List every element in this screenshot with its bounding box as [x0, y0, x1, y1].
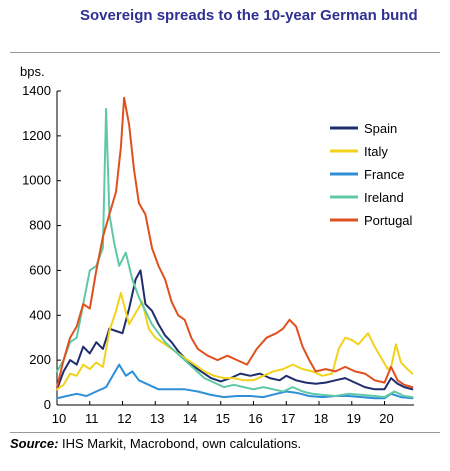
title-divider: [10, 52, 440, 53]
legend-label-france: France: [364, 167, 404, 182]
y-tick-label: 400: [29, 307, 51, 322]
x-tick-label: 16: [248, 411, 262, 426]
y-tick-label: 600: [29, 262, 51, 277]
y-tick-label: 200: [29, 352, 51, 367]
x-tick-label: 18: [314, 411, 328, 426]
source-note: Source: IHS Markit, Macrobond, own calcu…: [10, 436, 301, 451]
legend-label-spain: Spain: [364, 121, 397, 136]
y-tick-label: 1200: [22, 128, 51, 143]
source-divider: [10, 432, 440, 433]
y-axis-unit-label: bps.: [20, 64, 45, 79]
series-line-portugal: [56, 96, 414, 389]
x-tick-label: 15: [216, 411, 230, 426]
series-line-ireland: [56, 107, 414, 399]
legend-label-ireland: Ireland: [364, 190, 404, 205]
x-tick-label: 12: [117, 411, 131, 426]
source-label: Source:: [10, 436, 59, 451]
source-text: IHS Markit, Macrobond, own calculations.: [58, 436, 302, 451]
legend: Spain Italy France Ireland Portugal: [330, 121, 413, 228]
series-line-spain: [56, 269, 414, 391]
series-layer: [56, 96, 414, 400]
y-tick-label: 1400: [22, 83, 51, 98]
series-line-italy: [56, 291, 414, 391]
x-tick-label: 14: [183, 411, 197, 426]
y-tick-label: 1000: [22, 173, 51, 188]
chart-title: Sovereign spreads to the 10-year German …: [80, 7, 418, 24]
y-tick-label: 800: [29, 218, 51, 233]
legend-label-italy: Italy: [364, 144, 388, 159]
x-tick-label: 19: [347, 411, 361, 426]
y-axis: 0 200 400 600 800 1000 1200 1400: [22, 83, 61, 412]
x-axis: 10 11 12 13 14 15 16 17 18 19 20: [52, 401, 414, 426]
legend-label-portugal: Portugal: [364, 213, 413, 228]
y-tick-label: 0: [44, 397, 51, 412]
x-tick-label: 10: [52, 411, 66, 426]
x-tick-label: 11: [85, 411, 99, 426]
x-tick-label: 13: [150, 411, 164, 426]
x-tick-label: 20: [379, 411, 393, 426]
series-line-france: [56, 363, 414, 400]
x-tick-label: 17: [281, 411, 295, 426]
